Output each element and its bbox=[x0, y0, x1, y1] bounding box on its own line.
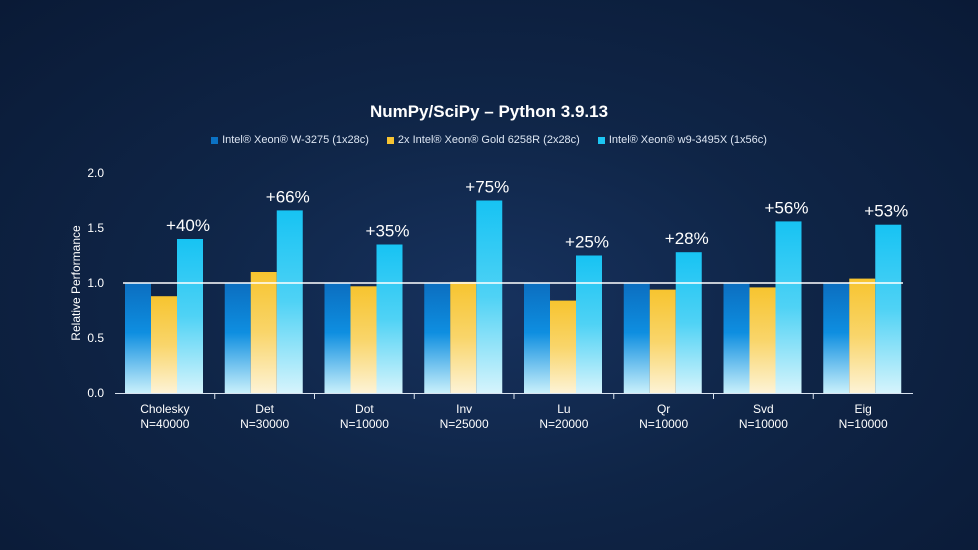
bar bbox=[151, 296, 177, 393]
y-axis-label: Relative Performance bbox=[69, 225, 83, 341]
legend-item-w3275: Intel® Xeon® W-3275 (1x28c) bbox=[211, 134, 369, 146]
bar-annotation: +53% bbox=[864, 202, 908, 221]
x-tick-label: Eig bbox=[854, 402, 871, 416]
chart-title: NumPy/SciPy – Python 3.9.13 bbox=[369, 102, 609, 121]
bar bbox=[875, 224, 902, 393]
y-tick-label: 1.0 bbox=[87, 276, 104, 290]
x-tick-sublabel: N=10000 bbox=[839, 417, 888, 431]
legend: Intel® Xeon® W-3275 (1x28c) 2x Intel® Xe… bbox=[0, 134, 978, 146]
bar bbox=[775, 221, 802, 393]
bar bbox=[749, 287, 776, 393]
bar-annotation: +28% bbox=[665, 229, 709, 248]
legend-swatch-gold6258r bbox=[386, 136, 394, 144]
x-tick-label: Inv bbox=[456, 402, 472, 416]
bar bbox=[476, 200, 503, 393]
bar-annotation: +75% bbox=[465, 178, 509, 197]
bar bbox=[576, 255, 602, 393]
x-tick-sublabel: N=30000 bbox=[240, 417, 289, 431]
x-tick-sublabel: N=10000 bbox=[739, 417, 788, 431]
x-tick-sublabel: N=10000 bbox=[639, 417, 688, 431]
x-tick-label: Svd bbox=[753, 402, 774, 416]
bar bbox=[524, 283, 550, 393]
bar bbox=[324, 283, 351, 393]
bars bbox=[125, 200, 902, 393]
bar-annotation: +35% bbox=[366, 222, 410, 241]
legend-item-w9-3495x: Intel® Xeon® w9-3495X (1x56c) bbox=[597, 134, 767, 146]
legend-swatch-w3275 bbox=[211, 136, 219, 144]
legend-item-gold6258r: 2x Intel® Xeon® Gold 6258R (2x28c) bbox=[386, 134, 580, 146]
x-tick-sublabel: N=25000 bbox=[440, 417, 489, 431]
bar bbox=[177, 239, 203, 393]
bar bbox=[224, 283, 251, 393]
bar-annotation: +56% bbox=[765, 198, 809, 217]
y-tick-label: 1.5 bbox=[87, 221, 104, 235]
y-tick-label: 2.0 bbox=[87, 166, 104, 180]
legend-label-w9-3495x: Intel® Xeon® w9-3495X (1x56c) bbox=[608, 134, 767, 146]
axes: 0.0 0.5 1.0 1.5 2.0 Relative Performance bbox=[69, 166, 913, 400]
bar bbox=[550, 300, 576, 393]
bar-annotation: +66% bbox=[266, 187, 310, 206]
bar-annotation: +40% bbox=[166, 216, 210, 235]
bar bbox=[450, 281, 477, 393]
bar bbox=[250, 272, 277, 393]
x-tick-label: Qr bbox=[657, 402, 670, 416]
legend-label-w3275: Intel® Xeon® W-3275 (1x28c) bbox=[222, 134, 369, 146]
bar bbox=[723, 283, 750, 393]
legend-label-gold6258r: 2x Intel® Xeon® Gold 6258R (2x28c) bbox=[397, 134, 580, 146]
bar bbox=[623, 283, 650, 393]
bar-annotation: +25% bbox=[565, 233, 609, 252]
x-tick-label: Lu bbox=[557, 402, 570, 416]
bar bbox=[125, 283, 151, 393]
x-tick-label: Dot bbox=[355, 402, 374, 416]
bar bbox=[350, 286, 377, 393]
x-tick-label: Det bbox=[255, 402, 274, 416]
x-tick-sublabel: N=40000 bbox=[140, 417, 189, 431]
y-tick-label: 0.5 bbox=[87, 331, 104, 345]
bar bbox=[849, 278, 876, 393]
x-tick-label: Cholesky bbox=[140, 402, 189, 416]
legend-swatch-w9-3495x bbox=[597, 136, 605, 144]
x-tick-sublabel: N=10000 bbox=[340, 417, 389, 431]
bar bbox=[823, 283, 850, 393]
y-tick-label: 0.0 bbox=[87, 386, 104, 400]
bar bbox=[675, 252, 702, 393]
bar bbox=[276, 210, 303, 393]
bar bbox=[376, 244, 403, 393]
bar bbox=[649, 289, 676, 393]
bar bbox=[424, 283, 451, 393]
x-tick-sublabel: N=20000 bbox=[539, 417, 588, 431]
